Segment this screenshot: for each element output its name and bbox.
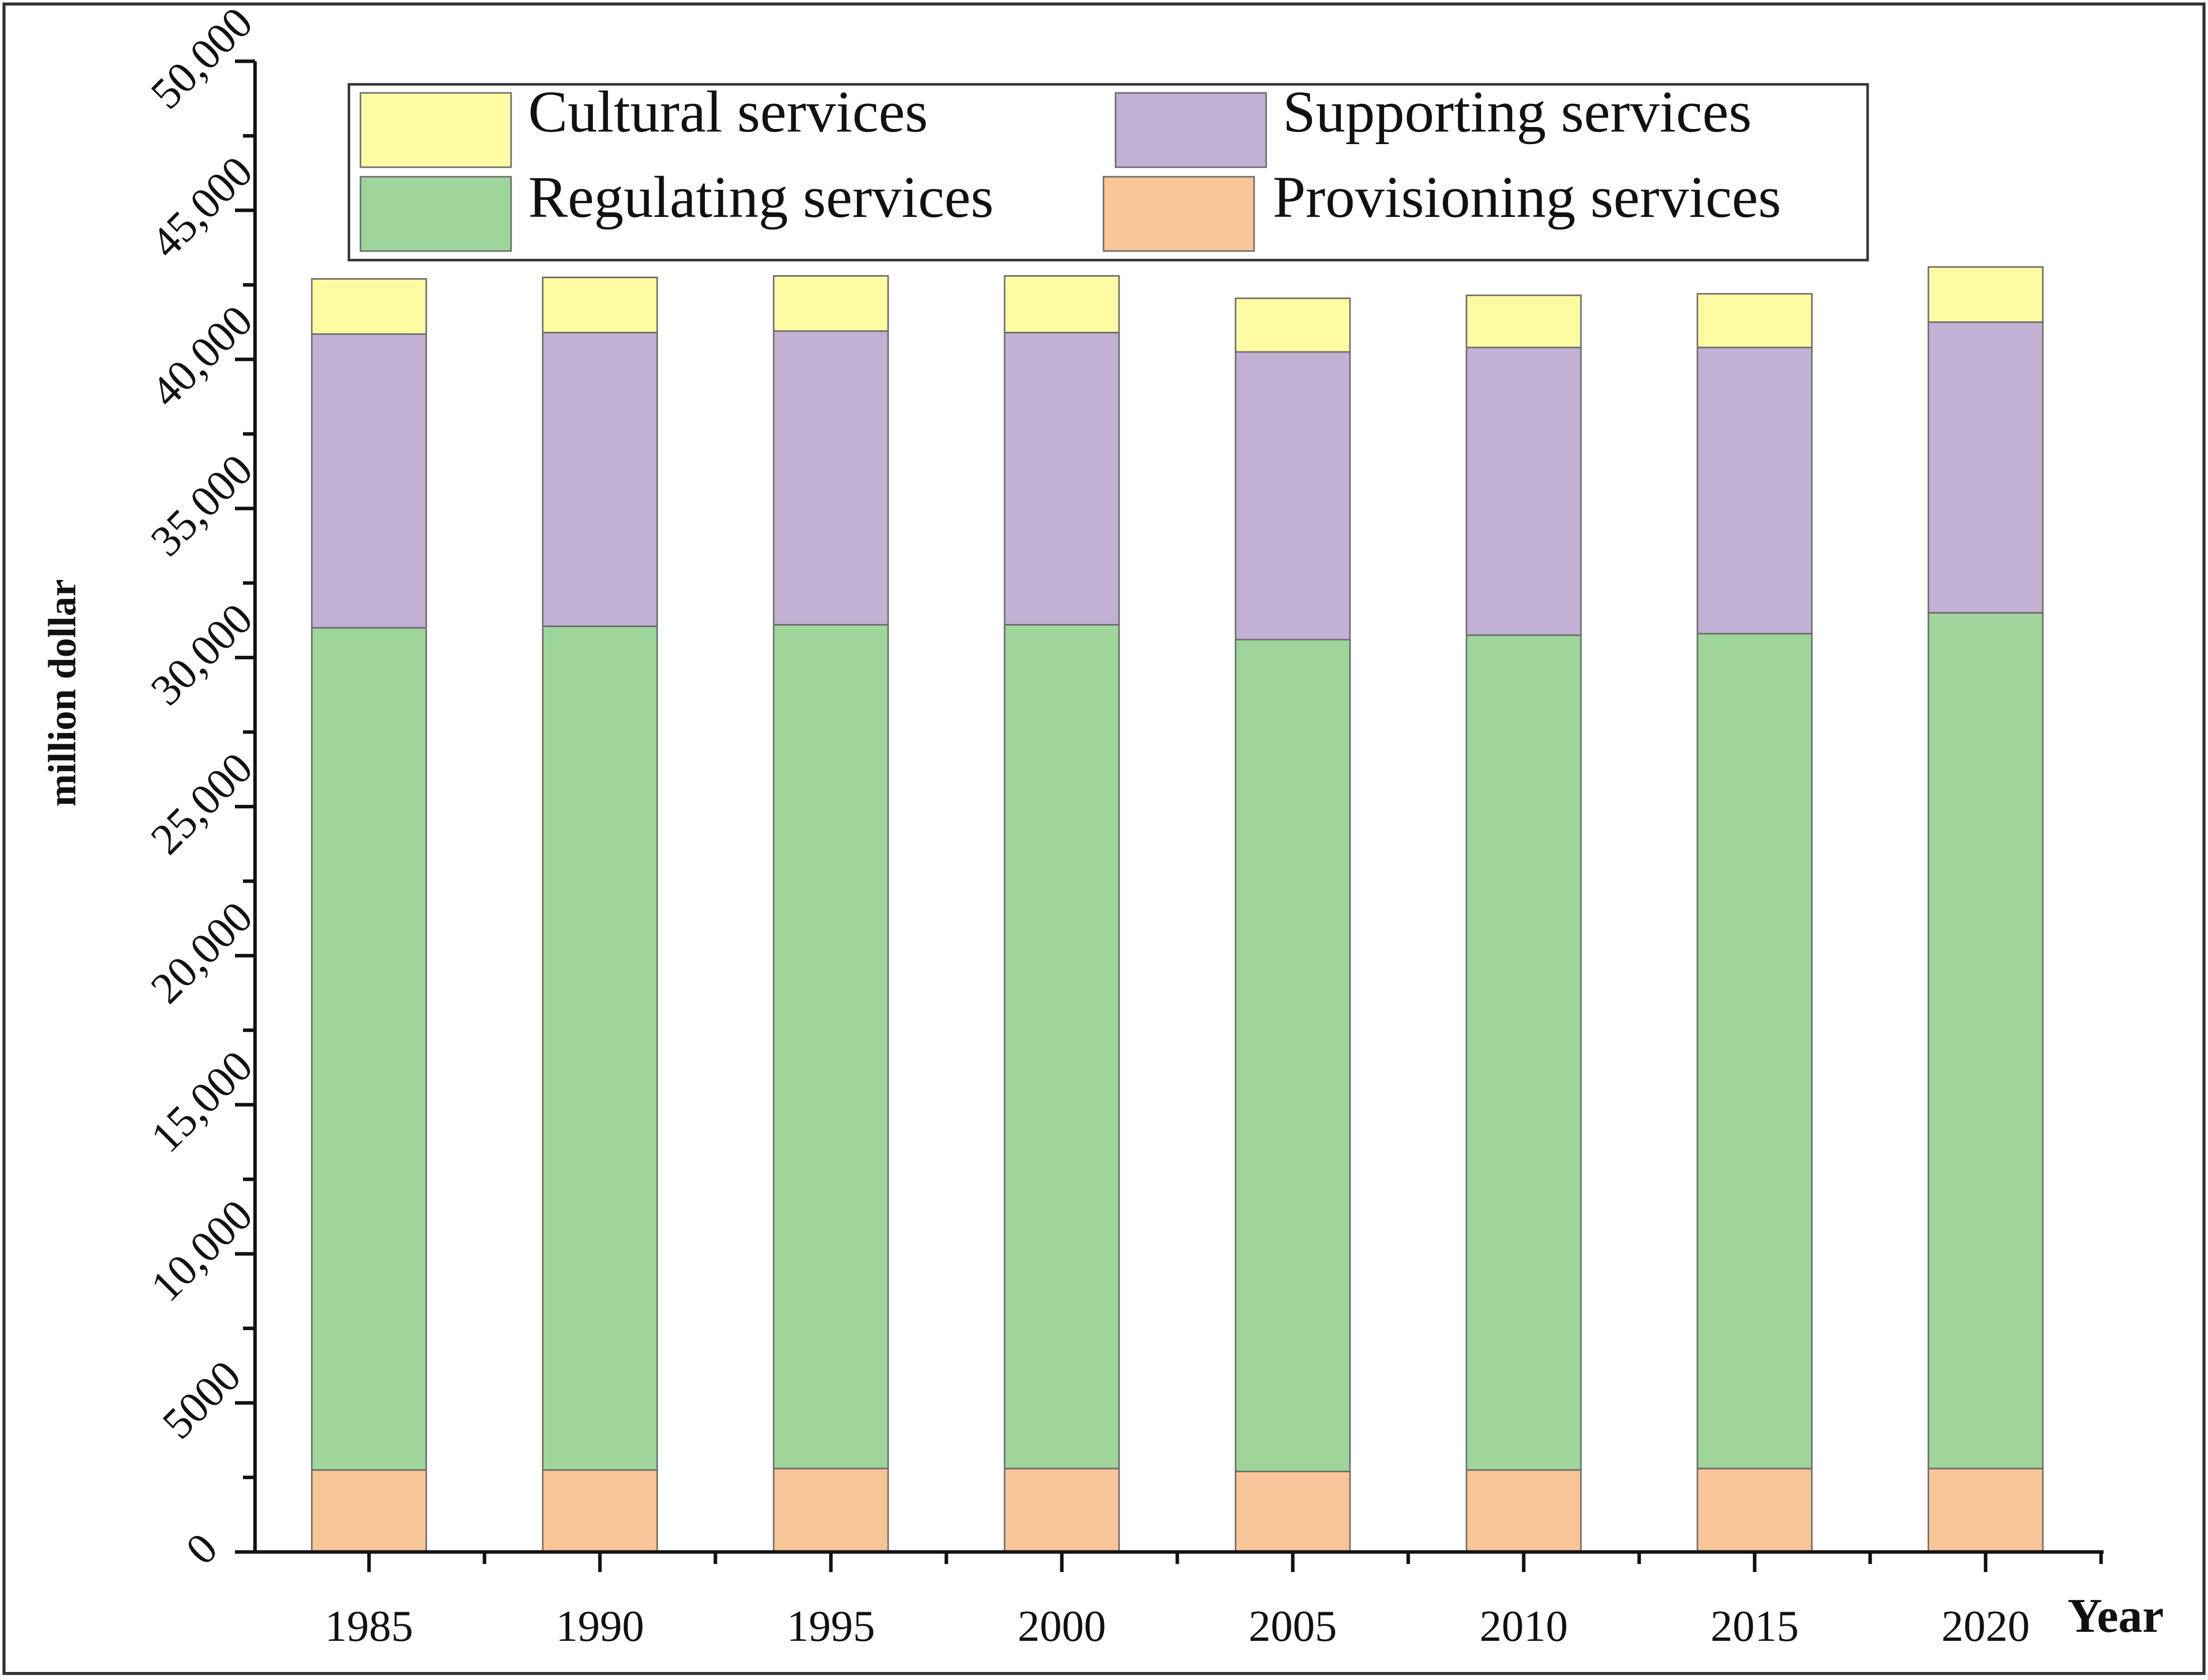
bar-regulating-services-1990 [542, 625, 658, 1471]
bar-regulating-services-2020 [1927, 612, 2044, 1470]
bar-supporting-services-2015 [1696, 346, 1813, 635]
x-tick-label: 2020 [1941, 1602, 2030, 1651]
bar-regulating-services-1995 [773, 624, 889, 1470]
bar-cultural-services-1985 [311, 278, 427, 335]
bar-cultural-services-2020 [1927, 266, 2044, 323]
bar-provisioning-services-1995 [773, 1468, 889, 1553]
legend-label-provisioning-services: Provisioning services [1273, 164, 1781, 230]
legend: Cultural services Supporting services Regu… [347, 79, 1869, 262]
bar-provisioning-services-2010 [1465, 1469, 1582, 1553]
bar-regulating-services-2005 [1235, 639, 1351, 1473]
bar-supporting-services-2005 [1235, 351, 1351, 641]
x-tick-label: 2005 [1249, 1602, 1337, 1651]
x-axis-title: Year [2067, 1589, 2164, 1642]
bar-regulating-services-2000 [1004, 624, 1120, 1470]
bar-supporting-services-2020 [1927, 321, 2044, 614]
legend-label-regulating-services: Regulating services [528, 164, 994, 230]
legend-swatch-cultural-services [359, 92, 512, 168]
bar-cultural-services-2000 [1004, 275, 1120, 333]
x-ticks: 1985 1990 1995 2000 2005 2010 2015 2020 [325, 1552, 2103, 1651]
bar-cultural-services-2015 [1696, 293, 1813, 348]
bar-provisioning-services-2015 [1696, 1468, 1813, 1553]
bar-regulating-services-2010 [1465, 634, 1582, 1471]
bar-cultural-services-2010 [1465, 294, 1582, 348]
legend-label-cultural-services: Cultural services [528, 79, 928, 145]
bar-provisioning-services-1985 [311, 1469, 427, 1553]
bar-supporting-services-1985 [311, 333, 427, 629]
x-tick-label: 2000 [1018, 1602, 1106, 1651]
bar-provisioning-services-2000 [1004, 1468, 1120, 1553]
bar-provisioning-services-2020 [1927, 1468, 2044, 1553]
bar-regulating-services-2015 [1696, 633, 1813, 1470]
x-tick-label: 1985 [325, 1602, 413, 1651]
bar-supporting-services-2000 [1004, 331, 1120, 626]
x-tick-label: 1995 [787, 1602, 875, 1651]
legend-swatch-regulating-services [359, 176, 512, 252]
legend-swatch-supporting-services [1115, 92, 1267, 168]
x-tick-label: 1990 [556, 1602, 644, 1651]
bar-supporting-services-2010 [1465, 346, 1582, 636]
legend-swatch-provisioning-services [1102, 176, 1255, 252]
bar-supporting-services-1995 [773, 330, 889, 626]
bar-supporting-services-1990 [542, 331, 658, 627]
x-tick-label: 2010 [1480, 1602, 1568, 1651]
bar-provisioning-services-1990 [542, 1469, 658, 1553]
bar-cultural-services-1995 [773, 275, 889, 332]
legend-label-supporting-services: Supporting services [1283, 79, 1752, 145]
x-tick-label: 2015 [1710, 1602, 1799, 1651]
bar-cultural-services-2005 [1235, 297, 1351, 353]
bar-provisioning-services-2005 [1235, 1471, 1351, 1553]
bars-layer [311, 266, 2044, 1553]
y-axis-title: million dollar [40, 579, 84, 807]
bar-cultural-services-1990 [542, 277, 658, 333]
bar-regulating-services-1985 [311, 627, 427, 1471]
